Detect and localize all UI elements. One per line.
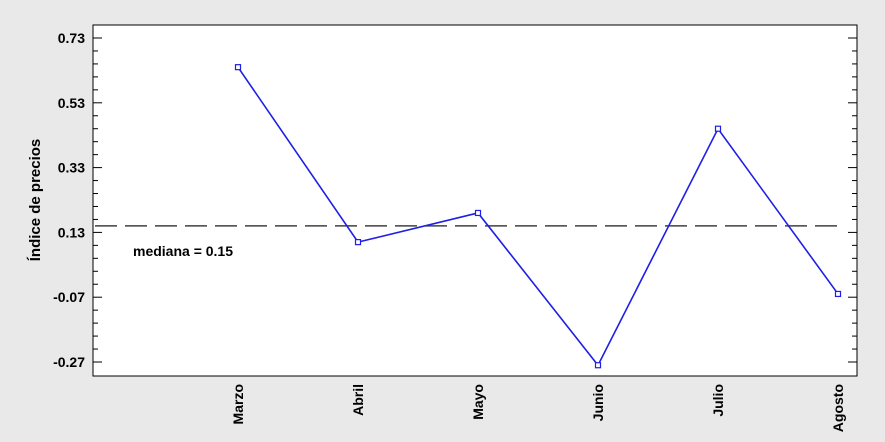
x-tick-label: Marzo [230, 384, 246, 424]
y-ticks [93, 37, 857, 363]
plot-area [92, 24, 858, 377]
data-point [234, 64, 242, 71]
y-tick-label: 0.53 [58, 95, 85, 111]
data-point [834, 290, 842, 298]
x-tick-label: Junio [590, 384, 606, 421]
y-tick-label: -0.07 [53, 289, 85, 305]
x-tick-label: Abril [350, 384, 366, 416]
x-tick-label: Mayo [470, 384, 486, 420]
data-point [354, 239, 362, 246]
y-tick-label: 0.73 [58, 30, 85, 46]
y-tick-label: -0.27 [53, 354, 85, 370]
x-tick-labels: Marzo Abril Mayo Junio Julio Agosto [230, 384, 846, 432]
data-point [594, 362, 602, 369]
y-tick-labels: 0.73 0.53 0.33 0.13 -0.07 -0.27 [53, 30, 85, 370]
y-axis-title: Índice de precios [27, 139, 44, 262]
series-points [234, 64, 842, 369]
y-tick-label: 0.33 [58, 160, 85, 176]
y-tick-label: 0.13 [58, 224, 85, 240]
data-point [714, 125, 722, 132]
data-point [474, 209, 482, 217]
median-annotation: mediana = 0.15 [133, 243, 233, 259]
x-tick-label: Julio [710, 384, 726, 417]
series-line [237, 66, 839, 367]
x-tick-label: Agosto [830, 384, 846, 432]
